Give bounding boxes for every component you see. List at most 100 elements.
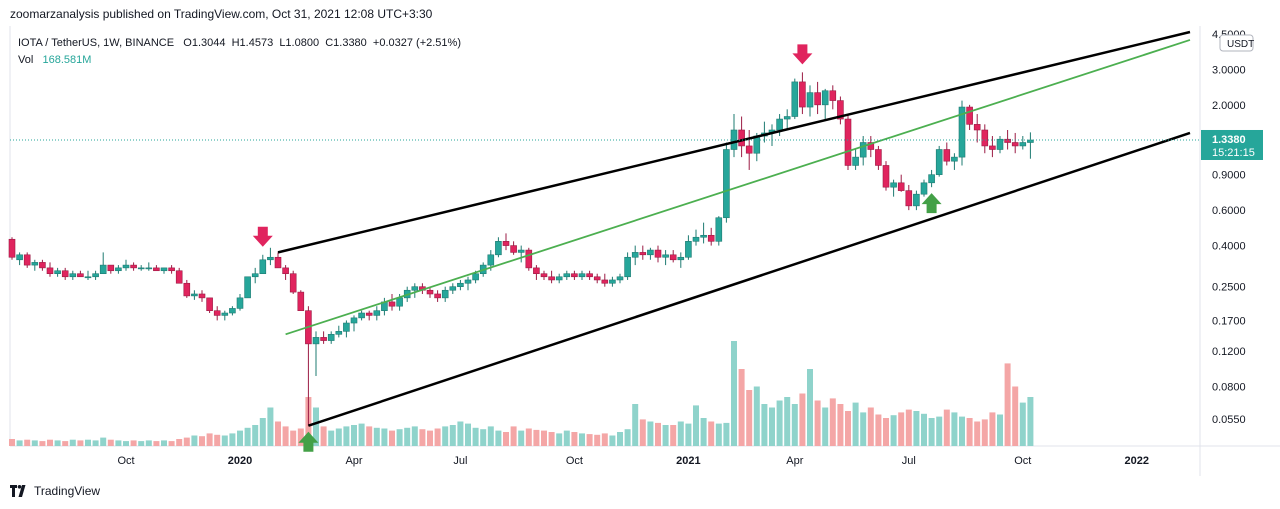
- candle-body[interactable]: [723, 149, 730, 219]
- candle-body[interactable]: [958, 106, 966, 158]
- candle-body[interactable]: [548, 276, 555, 281]
- candle-body[interactable]: [654, 249, 662, 258]
- candle-body[interactable]: [677, 256, 685, 261]
- candle-body[interactable]: [647, 249, 654, 256]
- candle-body[interactable]: [897, 182, 905, 191]
- candle-body[interactable]: [130, 264, 137, 269]
- candle-body[interactable]: [844, 118, 852, 166]
- candle-body[interactable]: [168, 267, 175, 272]
- candle-body[interactable]: [175, 270, 183, 284]
- candle-body[interactable]: [882, 165, 890, 188]
- candle-body[interactable]: [867, 142, 875, 150]
- candle-body[interactable]: [343, 322, 350, 332]
- candle-body[interactable]: [753, 135, 761, 154]
- candle-body[interactable]: [601, 279, 609, 284]
- candle-body[interactable]: [289, 273, 297, 293]
- candle-body[interactable]: [745, 145, 753, 154]
- candle-body[interactable]: [213, 310, 221, 316]
- candle-body[interactable]: [707, 234, 715, 242]
- candle-body[interactable]: [23, 254, 31, 266]
- candle-body[interactable]: [441, 289, 449, 299]
- candle-body[interactable]: [662, 254, 669, 258]
- candle-body[interactable]: [449, 286, 457, 291]
- candle-body[interactable]: [388, 301, 396, 307]
- candle-body[interactable]: [571, 273, 578, 278]
- tradingview-logo-icon[interactable]: [10, 485, 28, 497]
- candle-body[interactable]: [46, 267, 54, 275]
- candle-body[interactable]: [799, 81, 806, 108]
- candle-body[interactable]: [434, 293, 441, 299]
- candle-body[interactable]: [593, 276, 601, 281]
- candle-body[interactable]: [282, 267, 289, 275]
- candle-body[interactable]: [365, 312, 373, 316]
- candle-body[interactable]: [981, 129, 989, 147]
- candle-body[interactable]: [875, 149, 882, 166]
- candle-body[interactable]: [586, 273, 593, 278]
- candle-body[interactable]: [244, 276, 251, 299]
- candle-body[interactable]: [77, 273, 84, 278]
- candle-body[interactable]: [806, 92, 814, 108]
- candle-body[interactable]: [905, 190, 913, 207]
- candle-body[interactable]: [783, 116, 791, 120]
- candle-body[interactable]: [913, 193, 920, 207]
- candle-body[interactable]: [69, 273, 77, 278]
- channel-upper-line[interactable]: [277, 30, 1191, 254]
- currency-label-box[interactable]: [1219, 34, 1254, 52]
- candle-body[interactable]: [928, 174, 935, 184]
- candle-body[interactable]: [555, 276, 563, 281]
- channel-lower-line[interactable]: [308, 131, 1191, 427]
- candle-body[interactable]: [837, 100, 844, 120]
- candle-body[interactable]: [935, 149, 943, 175]
- currency-label[interactable]: USDT: [1227, 39, 1254, 50]
- candle-body[interactable]: [221, 312, 229, 316]
- channel-mid-line[interactable]: [285, 39, 1191, 336]
- candle-body[interactable]: [563, 273, 571, 278]
- candle-body[interactable]: [8, 238, 16, 258]
- candle-body[interactable]: [464, 279, 472, 284]
- candle-body[interactable]: [996, 138, 1004, 150]
- candle-body[interactable]: [115, 267, 122, 272]
- candle-body[interactable]: [297, 291, 305, 311]
- candle-body[interactable]: [472, 273, 479, 281]
- candle-body[interactable]: [487, 254, 495, 266]
- candle-body[interactable]: [54, 270, 61, 275]
- candle-body[interactable]: [145, 267, 153, 270]
- candle-body[interactable]: [335, 331, 343, 335]
- candle-body[interactable]: [776, 118, 783, 131]
- candle-body[interactable]: [267, 256, 274, 261]
- candle-body[interactable]: [396, 297, 403, 307]
- candle-body[interactable]: [715, 217, 723, 242]
- candle-body[interactable]: [84, 276, 92, 279]
- candle-body[interactable]: [951, 156, 958, 162]
- candle-body[interactable]: [426, 289, 434, 295]
- candle-body[interactable]: [259, 259, 267, 275]
- candle-body[interactable]: [533, 267, 540, 275]
- candle-body[interactable]: [99, 264, 107, 275]
- candle-body[interactable]: [692, 236, 700, 242]
- candle-body[interactable]: [39, 262, 46, 269]
- candle-body[interactable]: [92, 273, 99, 278]
- candle-body[interactable]: [631, 252, 639, 258]
- candle-body[interactable]: [791, 81, 799, 117]
- candle-body[interactable]: [920, 182, 928, 195]
- candle-body[interactable]: [624, 256, 631, 278]
- candle-body[interactable]: [16, 254, 23, 261]
- candle-body[interactable]: [229, 308, 236, 314]
- candle-body[interactable]: [1011, 142, 1019, 147]
- candle-body[interactable]: [859, 142, 867, 158]
- candle-body[interactable]: [890, 182, 897, 188]
- candle-body[interactable]: [31, 262, 39, 266]
- candle-body[interactable]: [137, 267, 145, 270]
- candle-body[interactable]: [966, 106, 973, 125]
- footer-brand[interactable]: TradingView: [34, 484, 101, 498]
- candle-body[interactable]: [495, 241, 502, 256]
- candle-body[interactable]: [411, 286, 419, 291]
- candle-body[interactable]: [320, 337, 327, 341]
- candle-body[interactable]: [198, 293, 206, 299]
- candle-body[interactable]: [502, 241, 510, 246]
- candle-body[interactable]: [943, 149, 951, 162]
- candle-body[interactable]: [457, 282, 464, 287]
- candle-body[interactable]: [738, 129, 745, 147]
- candle-body[interactable]: [1019, 142, 1027, 147]
- candle-body[interactable]: [540, 273, 548, 278]
